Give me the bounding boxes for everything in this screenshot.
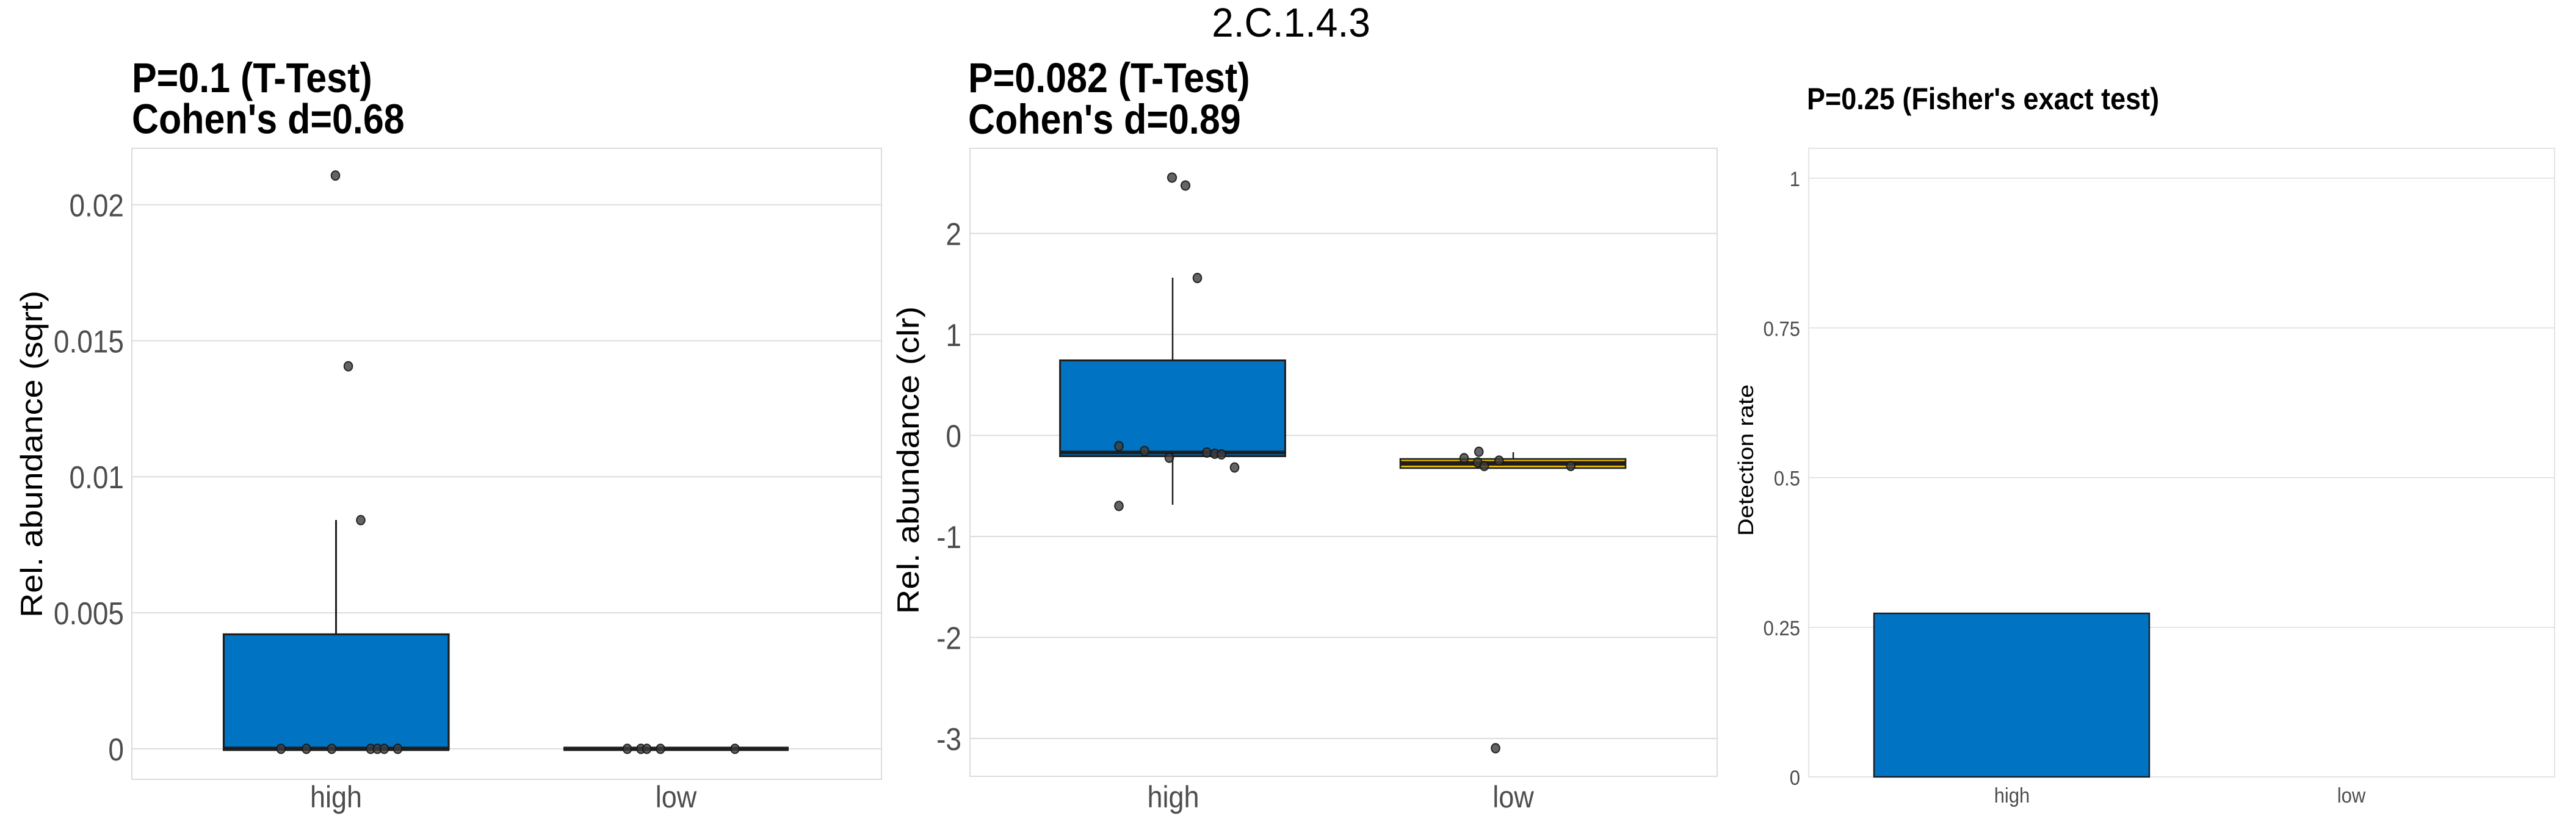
svg-text:0: 0 [108,733,124,768]
svg-text:Rel. abundance (clr): Rel. abundance (clr) [892,306,926,614]
svg-text:0.01: 0.01 [69,461,124,496]
svg-text:Detection rate: Detection rate [1734,384,1757,536]
svg-text:1: 1 [1790,167,1800,190]
svg-text:Cohen's d=0.89: Cohen's d=0.89 [968,96,1241,143]
svg-text:0: 0 [1790,765,1800,789]
svg-text:P=0.25 (Fisher's exact test): P=0.25 (Fisher's exact test) [1807,82,2159,117]
svg-text:0.02: 0.02 [69,189,124,223]
svg-text:low: low [2337,783,2366,807]
svg-text:2.C.1.4.3: 2.C.1.4.3 [1212,0,1370,45]
svg-text:Cohen's d=0.68: Cohen's d=0.68 [132,95,405,142]
svg-text:0.005: 0.005 [54,597,124,632]
svg-text:0.5: 0.5 [1774,466,1800,490]
svg-text:0.75: 0.75 [1764,317,1800,341]
svg-text:1: 1 [946,319,961,353]
svg-text:-2: -2 [936,621,961,656]
svg-text:-3: -3 [936,723,961,757]
svg-text:0.25: 0.25 [1764,616,1800,640]
svg-text:low: low [1492,781,1534,815]
svg-text:P=0.1 (T-Test): P=0.1 (T-Test) [132,54,372,101]
svg-text:low: low [656,781,697,815]
svg-text:-1: -1 [936,521,961,555]
svg-text:high: high [310,781,362,815]
svg-text:high: high [1147,781,1199,815]
svg-text:0.015: 0.015 [54,325,124,359]
svg-text:2: 2 [946,217,961,252]
svg-text:0: 0 [946,419,961,454]
svg-text:P=0.082 (T-Test): P=0.082 (T-Test) [968,54,1250,101]
svg-text:Rel. abundance (sqrt): Rel. abundance (sqrt) [15,290,49,618]
svg-text:high: high [1994,783,2030,807]
